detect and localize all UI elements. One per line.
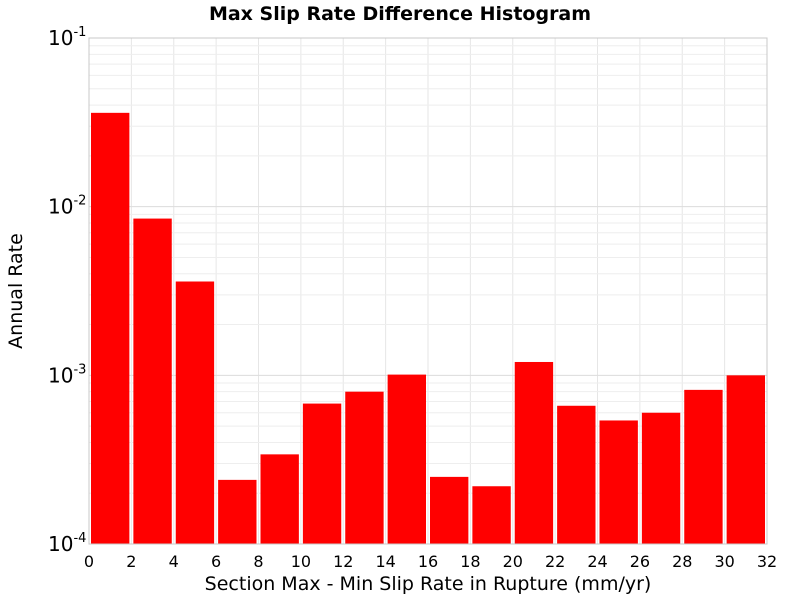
histogram-bar xyxy=(218,479,257,544)
x-tick-label: 30 xyxy=(714,552,734,571)
x-tick-label: 28 xyxy=(672,552,692,571)
histogram-bar xyxy=(345,391,384,544)
histogram-bar xyxy=(387,374,426,544)
x-tick-label: 26 xyxy=(630,552,650,571)
histogram-bar xyxy=(133,218,172,544)
histogram-bar xyxy=(684,389,723,544)
histogram-bar xyxy=(472,486,511,544)
y-tick-label: 10-4 xyxy=(48,531,86,556)
x-tick-label: 32 xyxy=(757,552,777,571)
x-tick-label: 4 xyxy=(169,552,179,571)
histogram-bar xyxy=(514,361,554,544)
y-tick-labels: 10-4 10-3 10-2 10-1 xyxy=(48,25,86,556)
y-tick-label: 10-2 xyxy=(48,194,86,219)
histogram-bar xyxy=(726,375,765,544)
x-tick-label: 0 xyxy=(84,552,94,571)
x-tick-labels: 0 2 4 6 8 10 12 14 16 18 20 22 24 26 28 30 32 xyxy=(84,552,777,571)
y-axis-label: Annual Rate xyxy=(5,233,27,349)
x-tick-label: 10 xyxy=(291,552,311,571)
histogram-bar xyxy=(599,420,638,544)
histogram-bar xyxy=(302,403,342,544)
x-tick-label: 22 xyxy=(545,552,565,571)
histogram-bar xyxy=(557,405,596,544)
plot-frame xyxy=(88,37,768,545)
histogram-bar xyxy=(260,454,299,544)
x-tick-label: 2 xyxy=(126,552,136,571)
x-tick-label: 20 xyxy=(503,552,523,571)
x-axis-label: Section Max - Min Slip Rate in Rupture (… xyxy=(205,573,652,595)
histogram-bar xyxy=(91,112,130,544)
x-tick-label: 14 xyxy=(375,552,395,571)
histogram-bar xyxy=(641,412,681,544)
y-tick-label: 10-3 xyxy=(48,362,86,387)
x-tick-label: 6 xyxy=(211,552,221,571)
x-tick-label: 18 xyxy=(460,552,480,571)
x-tick-label: 8 xyxy=(253,552,263,571)
chart-title: Max Slip Rate Difference Histogram xyxy=(209,3,591,25)
histogram-bar xyxy=(175,281,215,544)
y-tick-label: 10-1 xyxy=(48,25,86,50)
bars xyxy=(91,112,765,544)
histogram-bar xyxy=(430,476,469,544)
x-tick-label: 24 xyxy=(587,552,607,571)
x-tick-label: 12 xyxy=(333,552,353,571)
x-tick-label: 16 xyxy=(418,552,438,571)
